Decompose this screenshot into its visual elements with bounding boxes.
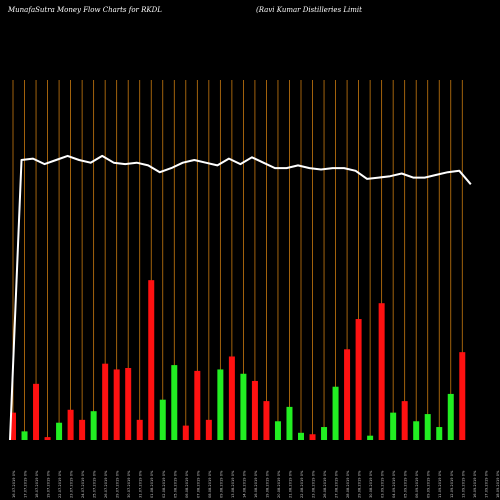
x-tick-label: 19.08.2019 0%	[265, 470, 269, 498]
chart-title-left: MunafaSutra Money Flow Charts for RKDL	[8, 6, 162, 14]
x-tick-label: 13.09.2019 0%	[461, 470, 465, 498]
x-tick-label: 07.08.2019 0%	[196, 470, 200, 498]
bar-red	[10, 412, 16, 440]
x-tick-label: 26.08.2019 0%	[323, 470, 327, 498]
bar-green	[56, 422, 63, 440]
x-tick-label: 05.08.2019 0%	[173, 470, 177, 498]
bar-green	[413, 421, 420, 440]
x-tick-labels: 16.07.2019 0% 17.07.2019 0% 18.07.2019 0% 1…	[12, 470, 500, 498]
x-tick-label: 01.08.2019 0%	[150, 470, 154, 498]
bar-green	[390, 412, 397, 440]
x-tick-label: 14.08.2019 0%	[242, 470, 246, 498]
x-tick-label: 06.08.2019 0%	[185, 470, 189, 498]
x-tick-label: 19.07.2019 0%	[47, 470, 51, 498]
bar-green	[332, 386, 339, 440]
bar-red	[79, 419, 86, 440]
x-tick-label: 16.07.2019 0%	[12, 470, 16, 498]
x-tick-label: 08.08.2019 0%	[208, 470, 212, 498]
x-tick-label: 24.07.2019 0%	[81, 470, 85, 498]
grid-lines	[12, 80, 463, 440]
bar-green	[436, 427, 443, 440]
x-tick-label: 05.09.2019 0%	[404, 470, 408, 498]
x-tick-label: 25.07.2019 0%	[93, 470, 97, 498]
bar-red	[194, 370, 201, 440]
bar-red	[205, 419, 212, 440]
x-tick-label: 28.08.2019 0%	[346, 470, 350, 498]
bar-red	[309, 434, 316, 440]
x-tick-label: 12.09.2019 0%	[450, 470, 454, 498]
x-tick-label: 22.07.2019 0%	[58, 470, 62, 498]
x-tick-label: 23.08.2019 0%	[312, 470, 316, 498]
bar-green	[240, 373, 247, 440]
x-tick-label: 31.07.2019 0%	[139, 470, 143, 498]
bar-green	[217, 369, 224, 440]
bar-green	[21, 431, 28, 440]
x-tick-label: 02.08.2019 0%	[162, 470, 166, 498]
x-tick-label: 09.09.2019 0%	[427, 470, 431, 498]
x-tick-label: 16.08.2019 0%	[254, 470, 258, 498]
x-tick-label: 16.09.2019 0%	[473, 470, 477, 498]
x-tick-label: 27.08.2019 0%	[335, 470, 339, 498]
x-tick-label: 17.07.2019 0%	[24, 470, 28, 498]
bar-red	[251, 380, 258, 440]
bar-green	[424, 414, 431, 440]
bar-red	[401, 401, 408, 440]
x-tick-label: 17.09.2019 0%	[484, 470, 488, 498]
x-tick-label: 06.09.2019 0%	[415, 470, 419, 498]
bar-green	[90, 411, 97, 440]
x-tick-label: 11.09.2019 0%	[438, 470, 442, 498]
money-flow-line	[9, 154, 472, 441]
bar-red	[263, 401, 270, 440]
x-tick-label: 30.08.2019 0%	[369, 470, 373, 498]
bar-green	[447, 393, 454, 440]
x-tick-label: 13.08.2019 0%	[231, 470, 235, 498]
x-tick-label: 21.08.2019 0%	[288, 470, 292, 498]
x-tick-label: 04.09.2019 0%	[392, 470, 396, 498]
bar-series	[10, 280, 466, 440]
bar-red	[459, 352, 466, 440]
bar-red	[44, 437, 51, 440]
x-tick-label: 18.07.2019 0%	[35, 470, 39, 498]
x-tick-label: 23.07.2019 0%	[70, 470, 74, 498]
bar-red	[378, 303, 385, 440]
x-tick-label: 03.09.2019 0%	[381, 470, 385, 498]
bar-green	[321, 427, 328, 440]
x-tick-label: 29.08.2019 0%	[358, 470, 362, 498]
bar-red	[113, 369, 120, 440]
bar-red	[102, 363, 109, 440]
bar-red	[355, 319, 362, 440]
bar-red	[148, 280, 155, 440]
bar-red	[125, 368, 132, 440]
x-tick-label: 18.09.2019 0%	[496, 470, 500, 498]
bar-red	[136, 419, 143, 440]
x-tick-label: 29.07.2019 0%	[116, 470, 120, 498]
bar-green	[286, 406, 293, 440]
bar-green	[367, 435, 374, 440]
bar-red	[228, 356, 235, 440]
money-flow-line-group	[9, 154, 472, 441]
bar-red	[33, 383, 40, 440]
chart-title-right: (Ravi Kumar Distilleries Limit	[256, 6, 362, 14]
x-tick-label: 09.08.2019 0%	[219, 470, 223, 498]
bar-red	[344, 349, 351, 440]
x-tick-label: 20.08.2019 0%	[277, 470, 281, 498]
bar-green	[159, 399, 166, 440]
bar-green	[274, 421, 281, 440]
x-tick-label: 26.07.2019 0%	[104, 470, 108, 498]
bar-green	[298, 432, 304, 440]
bar-green	[171, 365, 178, 440]
bar-red	[67, 409, 74, 440]
x-tick-label: 22.08.2019 0%	[300, 470, 304, 498]
x-tick-label: 30.07.2019 0%	[127, 470, 131, 498]
bar-red	[182, 425, 189, 440]
